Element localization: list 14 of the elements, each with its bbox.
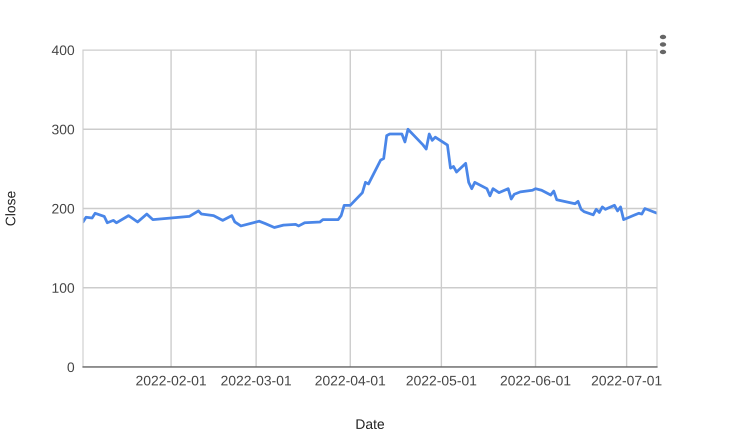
line-series: [83, 128, 657, 229]
y-tick-label: 300: [52, 124, 74, 134]
y-axis-title: Close: [5, 191, 16, 226]
y-tick-label: 200: [52, 204, 74, 214]
x-tick-label: 2022-05-01: [406, 376, 476, 386]
x-tick-label: 2022-07-01: [592, 376, 662, 386]
y-tick-label: 400: [52, 45, 74, 56]
x-tick-label: 2022-06-01: [500, 376, 570, 386]
x-tick-label: 2022-04-01: [315, 376, 386, 386]
x-tick-label: 2022-02-01: [136, 376, 206, 386]
y-tick-label: 100: [52, 283, 74, 293]
x-axis-title: Date: [356, 419, 384, 430]
y-tick-label: 0: [67, 362, 74, 372]
x-tick-label: 2022-03-01: [221, 376, 291, 386]
